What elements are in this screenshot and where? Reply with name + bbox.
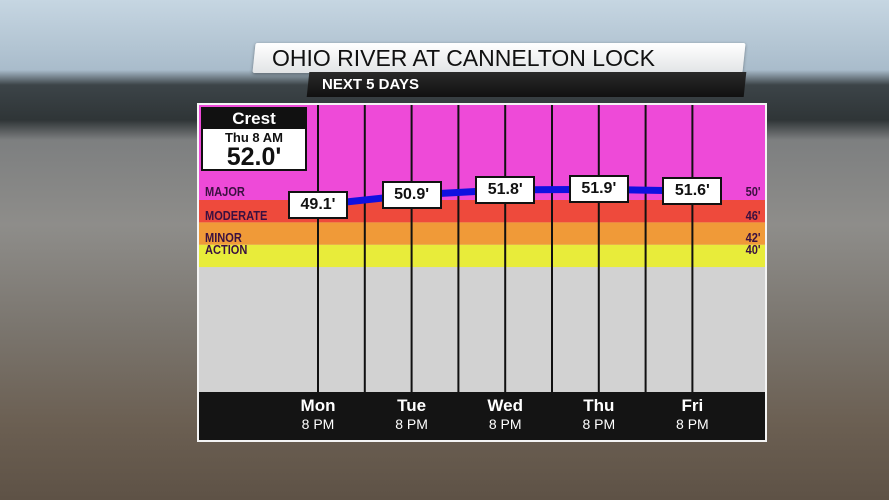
chart-title: OHIO RIVER AT CANNELTON LOCK bbox=[271, 45, 655, 71]
stage-label-major: MAJOR bbox=[205, 184, 245, 199]
stage-value-action: 40' bbox=[746, 242, 761, 257]
x-tick-label: Wed 8 PM bbox=[465, 396, 545, 432]
day-label: Thu bbox=[583, 396, 615, 415]
day-label: Wed bbox=[487, 396, 523, 415]
x-tick-label: Tue 8 PM bbox=[372, 396, 452, 432]
data-label: 51.6' bbox=[662, 177, 723, 206]
x-tick-label: Fri 8 PM bbox=[652, 396, 732, 432]
river-stage-chart: MAJOR 50' MODERATE 46' MINOR 42' ACTION 40' 49.1… bbox=[197, 103, 767, 442]
crest-time: Thu 8 AM bbox=[224, 130, 283, 145]
stage-label-action: ACTION bbox=[205, 242, 248, 257]
stage-label-minor: MINOR bbox=[205, 229, 242, 245]
x-tick-label: Mon 8 PM bbox=[278, 396, 358, 432]
stage-label-moderate: MODERATE bbox=[205, 208, 268, 224]
time-label: 8 PM bbox=[488, 416, 522, 432]
band-normal bbox=[199, 267, 765, 392]
stage-value-moderate: 46' bbox=[746, 208, 761, 224]
data-label: 49.1' bbox=[288, 191, 348, 220]
time-axis: Mon 8 PM Tue 8 PM Wed 8 PM Thu 8 PM Fri 8 PM bbox=[199, 392, 765, 440]
title-banner: OHIO RIVER AT CANNELTON LOCK bbox=[252, 43, 746, 73]
band-action bbox=[199, 244, 765, 256]
band-action-fill bbox=[199, 256, 765, 268]
chart-subtitle: NEXT 5 DAYS bbox=[322, 76, 419, 93]
day-label: Tue bbox=[397, 396, 427, 415]
data-label: 51.8' bbox=[475, 175, 536, 204]
band-minor bbox=[199, 222, 765, 245]
day-label: Mon bbox=[300, 396, 336, 415]
time-label: 8 PM bbox=[582, 416, 616, 432]
day-label: Fri bbox=[681, 396, 704, 415]
chart-labels: MAJOR 50' MODERATE 46' MINOR 42' ACTION 40' 49.1… bbox=[199, 105, 765, 440]
data-label: 51.9' bbox=[568, 175, 629, 204]
subtitle-banner: NEXT 5 DAYS bbox=[306, 72, 747, 97]
chart-plot bbox=[199, 105, 765, 392]
x-tick-label: Thu 8 PM bbox=[559, 396, 639, 432]
crest-value: 52.0' bbox=[226, 143, 282, 171]
data-label: 50.9' bbox=[381, 180, 442, 209]
crest-box: Crest Thu 8 AM 52.0' bbox=[201, 107, 307, 171]
time-label: 8 PM bbox=[301, 416, 335, 432]
crest-label: Crest bbox=[203, 109, 305, 129]
time-label: 8 PM bbox=[676, 416, 709, 432]
stage-value-major: 50' bbox=[746, 184, 761, 199]
stage-value-minor: 42' bbox=[746, 229, 761, 245]
time-label: 8 PM bbox=[395, 416, 428, 432]
